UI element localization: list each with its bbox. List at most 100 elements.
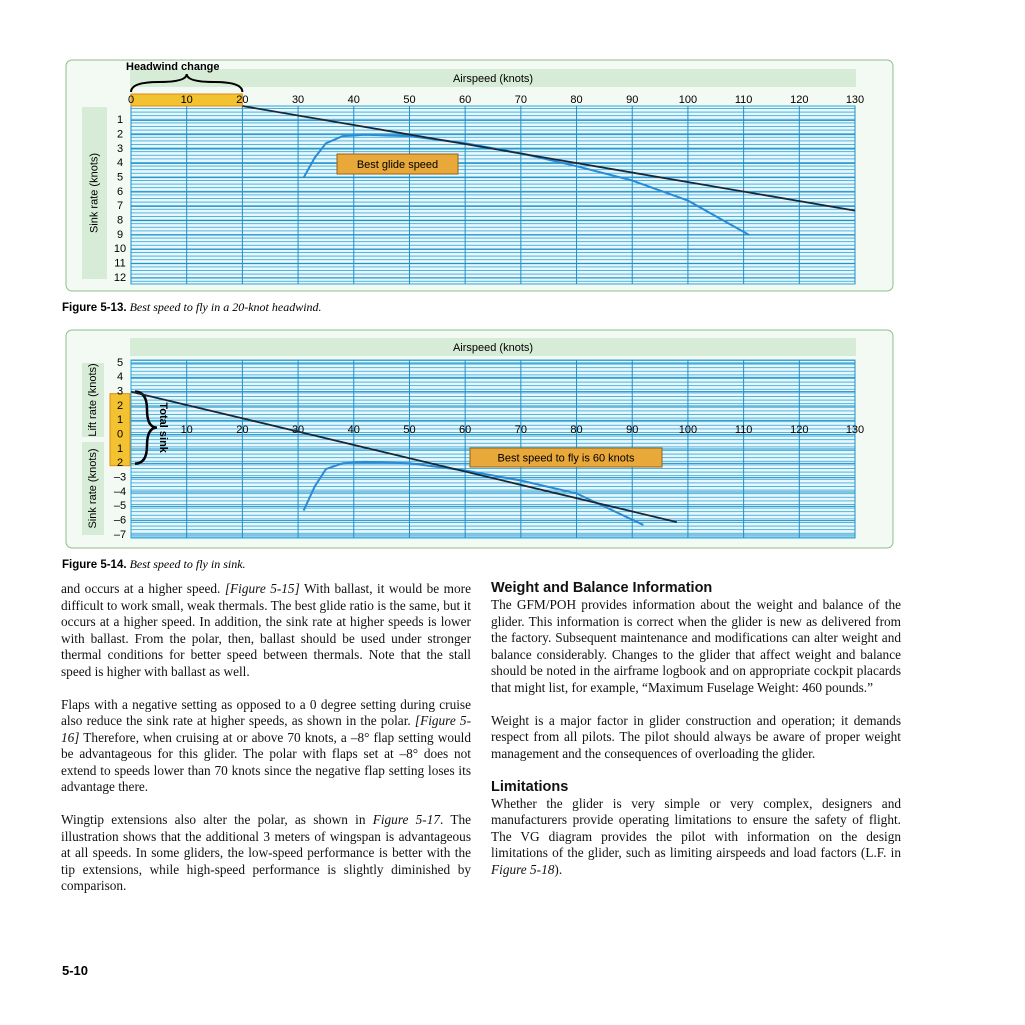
brace: [130, 73, 244, 93]
y-tick-label: –5: [114, 500, 126, 512]
callout: [469, 447, 663, 468]
x-tick-label: 120: [790, 424, 808, 436]
text-run: [Figure 5-15]: [224, 581, 300, 596]
x-tick-label: 100: [679, 94, 697, 106]
x-tick-label: 50: [403, 94, 415, 106]
y-tick-label: 0: [117, 429, 123, 441]
y-axis-title: Sink rate (knots): [87, 448, 99, 528]
heading: Limitations: [491, 778, 569, 795]
text-run: . The illustration shows that the additi…: [61, 812, 471, 893]
x-tick-label: 110: [735, 94, 753, 106]
y-tick-label: 9: [117, 229, 123, 241]
y-tick-label: 7: [117, 200, 123, 212]
caption-text: Best speed to fly in sink.: [129, 557, 246, 571]
callout-text: Best speed to fly is 60 knots: [498, 452, 635, 464]
text-run: Whether the glider is very simple or ver…: [491, 795, 901, 861]
callout-text: Best glide speed: [357, 159, 438, 171]
x-tick-label: 100: [679, 424, 697, 436]
x-tick-label: 130: [846, 424, 864, 436]
x-tick-label: 130: [846, 94, 864, 106]
highlight: [130, 93, 243, 107]
polar-curve: [302, 460, 644, 526]
y-tick-label: –4: [114, 486, 126, 498]
x-tick-label: 120: [790, 94, 808, 106]
left-column: and occurs at a higher speed. [Figure 5-…: [61, 581, 471, 911]
y-tick-label: 3: [117, 143, 123, 155]
paragraph: The GFM/POH provides information about t…: [491, 597, 901, 696]
heading: Weight and Balance Information: [491, 580, 713, 596]
paragraph: Flaps with a negative setting as opposed…: [61, 697, 471, 796]
text-run: With ballast, it would be more difficult…: [61, 581, 471, 679]
y-tick-label: 5: [117, 172, 123, 184]
y-tick-label: 6: [117, 186, 123, 198]
y-title-band: [82, 363, 104, 437]
y-tick-label: 2: [117, 129, 123, 141]
x-tick-label: 70: [515, 424, 527, 436]
tangent-line: [130, 390, 678, 523]
text-run: Figure 5-17: [372, 812, 441, 827]
x-tick-label: 90: [626, 424, 638, 436]
text-run: Therefore, when cruising at or above 70 …: [61, 729, 471, 795]
x-tick-label: 70: [515, 94, 527, 106]
y-tick-label: 4: [117, 371, 123, 383]
x-tick-label: 80: [570, 94, 582, 106]
y-title-band: [82, 107, 107, 279]
y-tick-label: –3: [114, 472, 126, 484]
x-tick-label: 40: [348, 424, 360, 436]
text-run: ).: [554, 861, 563, 877]
x-title-band: [130, 69, 856, 87]
x-tick-label: 30: [292, 94, 304, 106]
y-tick-label: –6: [114, 515, 126, 527]
x-tick-label: 10: [181, 94, 193, 106]
y-axis-title: Lift rate (knots): [87, 363, 99, 436]
x-tick-label: 60: [459, 94, 471, 106]
text-run: and occurs at a higher speed.: [61, 581, 225, 596]
brace: [134, 390, 158, 465]
x-tick-label: 20: [236, 94, 248, 106]
y-tick-label: 1: [117, 414, 123, 426]
y-tick-label: 5: [117, 357, 123, 369]
plot-grid: [130, 105, 856, 285]
text-run: Weight is a major factor in glider const…: [491, 712, 901, 761]
text-run: [Figure 5-16]: [61, 713, 471, 745]
y-title-band: [82, 442, 104, 535]
paragraph: Wingtip extensions also alter the polar,…: [61, 812, 471, 895]
callout: [336, 153, 459, 175]
text-run: The GFM/POH provides information about t…: [491, 597, 901, 695]
x-tick-label: 0: [128, 94, 134, 106]
y-tick-label: 2: [117, 400, 123, 412]
x-tick-label: 50: [403, 424, 415, 436]
y-axis-title: Sink rate (knots): [88, 153, 100, 233]
figure-caption: Figure 5-14. Best speed to fly in sink.: [62, 557, 246, 572]
tangent-line: [242, 105, 856, 212]
x-title-band: [130, 338, 856, 356]
caption-label: Figure 5-13.: [62, 302, 127, 314]
annotation: Total sink: [157, 402, 169, 453]
highlight: [109, 393, 131, 467]
paragraph: Whether the glider is very simple or ver…: [491, 796, 901, 879]
paragraph: Weight is a major factor in glider const…: [491, 713, 901, 763]
x-tick-label: 90: [626, 94, 638, 106]
x-tick-label: 80: [570, 424, 582, 436]
annotation: Headwind change: [126, 61, 220, 73]
page-number: 5-10: [62, 963, 89, 978]
y-tick-label: 4: [117, 157, 123, 169]
x-axis-title: Airspeed (knots): [453, 73, 533, 85]
text-run: Wingtip extensions also alter the polar,…: [61, 812, 373, 827]
y-tick-label: 8: [117, 215, 123, 227]
y-tick-label: 1: [117, 443, 123, 455]
x-tick-label: 10: [181, 424, 193, 436]
y-tick-label: 2: [117, 457, 123, 469]
x-tick-label: 40: [348, 94, 360, 106]
right-column: Weight and Balance Information The GFM/PO…: [491, 580, 901, 895]
text-run: Flaps with a negative setting as opposed…: [61, 696, 471, 729]
y-tick-label: 3: [117, 386, 123, 398]
y-tick-label: 10: [114, 243, 126, 255]
paragraph: and occurs at a higher speed. [Figure 5-…: [61, 581, 471, 680]
x-tick-label: 20: [236, 424, 248, 436]
x-tick-label: 60: [459, 424, 471, 436]
caption-text: Best speed to fly in a 20-knot headwind.: [129, 300, 322, 314]
x-tick-label: 110: [735, 424, 753, 436]
